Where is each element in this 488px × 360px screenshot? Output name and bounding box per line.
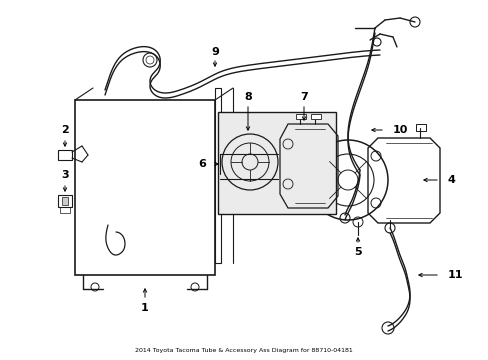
Bar — [58, 195, 72, 207]
Text: 6: 6 — [198, 159, 205, 169]
Text: 11: 11 — [447, 270, 463, 280]
Bar — [215, 88, 221, 263]
Text: 2: 2 — [61, 125, 69, 135]
Text: 5: 5 — [353, 247, 361, 257]
Bar — [218, 112, 335, 214]
Text: 3: 3 — [61, 170, 69, 180]
Bar — [75, 100, 215, 275]
Text: 9: 9 — [211, 47, 219, 57]
Bar — [310, 114, 320, 119]
Text: 7: 7 — [300, 92, 307, 102]
Bar — [415, 124, 425, 131]
Bar — [62, 197, 68, 205]
Bar — [58, 150, 72, 160]
Text: 1: 1 — [141, 303, 148, 313]
Text: 2014 Toyota Tacoma Tube & Accessory Ass Diagram for 88710-04181: 2014 Toyota Tacoma Tube & Accessory Ass … — [135, 348, 352, 353]
Text: 10: 10 — [392, 125, 407, 135]
Text: 8: 8 — [244, 92, 251, 102]
Bar — [60, 207, 70, 213]
Text: 4: 4 — [447, 175, 455, 185]
Bar — [295, 114, 305, 119]
